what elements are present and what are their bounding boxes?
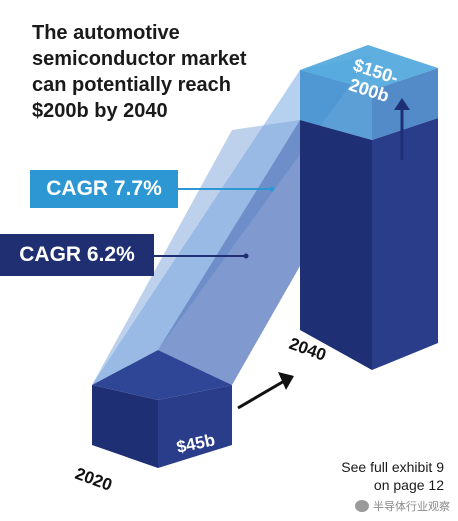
growth-band-low-shade	[92, 120, 300, 385]
cagr-low-label: CAGR 6.2%	[19, 243, 135, 266]
category-label-2020: 2020	[73, 464, 115, 495]
bar-2020-top	[92, 350, 232, 400]
cagr-high-label: CAGR 7.7%	[46, 177, 162, 200]
range-arrow-head	[394, 98, 410, 110]
cagr-high-badge: CAGR 7.7%	[30, 170, 178, 208]
title-line-4: $200b by 2040	[32, 100, 168, 122]
growth-arrow-head	[278, 372, 294, 390]
bar-2020-front	[92, 385, 158, 468]
bar-2020	[92, 350, 232, 468]
cagr-high-dot	[269, 186, 275, 192]
cagr-low-badge: CAGR 6.2%	[0, 234, 154, 276]
footnote-line-1: See full exhibit 9	[341, 459, 444, 475]
bar-2040	[300, 45, 438, 370]
growth-arrow-line	[237, 378, 287, 410]
footnote: See full exhibit 9 on page 12	[284, 458, 444, 494]
bar-2020-side	[158, 385, 232, 468]
title-line-1: The automotive	[32, 22, 180, 44]
bar-2040-range-top	[300, 45, 438, 90]
chart-title: The automotive semiconductor market can …	[32, 20, 292, 124]
bar-2040-side	[372, 118, 438, 370]
wechat-icon	[355, 500, 369, 512]
bar-2040-range-front	[300, 70, 372, 140]
footnote-line-2: on page 12	[373, 477, 444, 493]
title-line-3: can potentially reach	[32, 74, 231, 96]
bar-2040-front	[300, 120, 372, 370]
title-line-2: semiconductor market	[32, 48, 247, 70]
cagr-low-dot	[243, 253, 249, 259]
watermark-text: 半导体行业观察	[373, 500, 450, 513]
watermark: 半导体行业观察	[355, 498, 450, 514]
